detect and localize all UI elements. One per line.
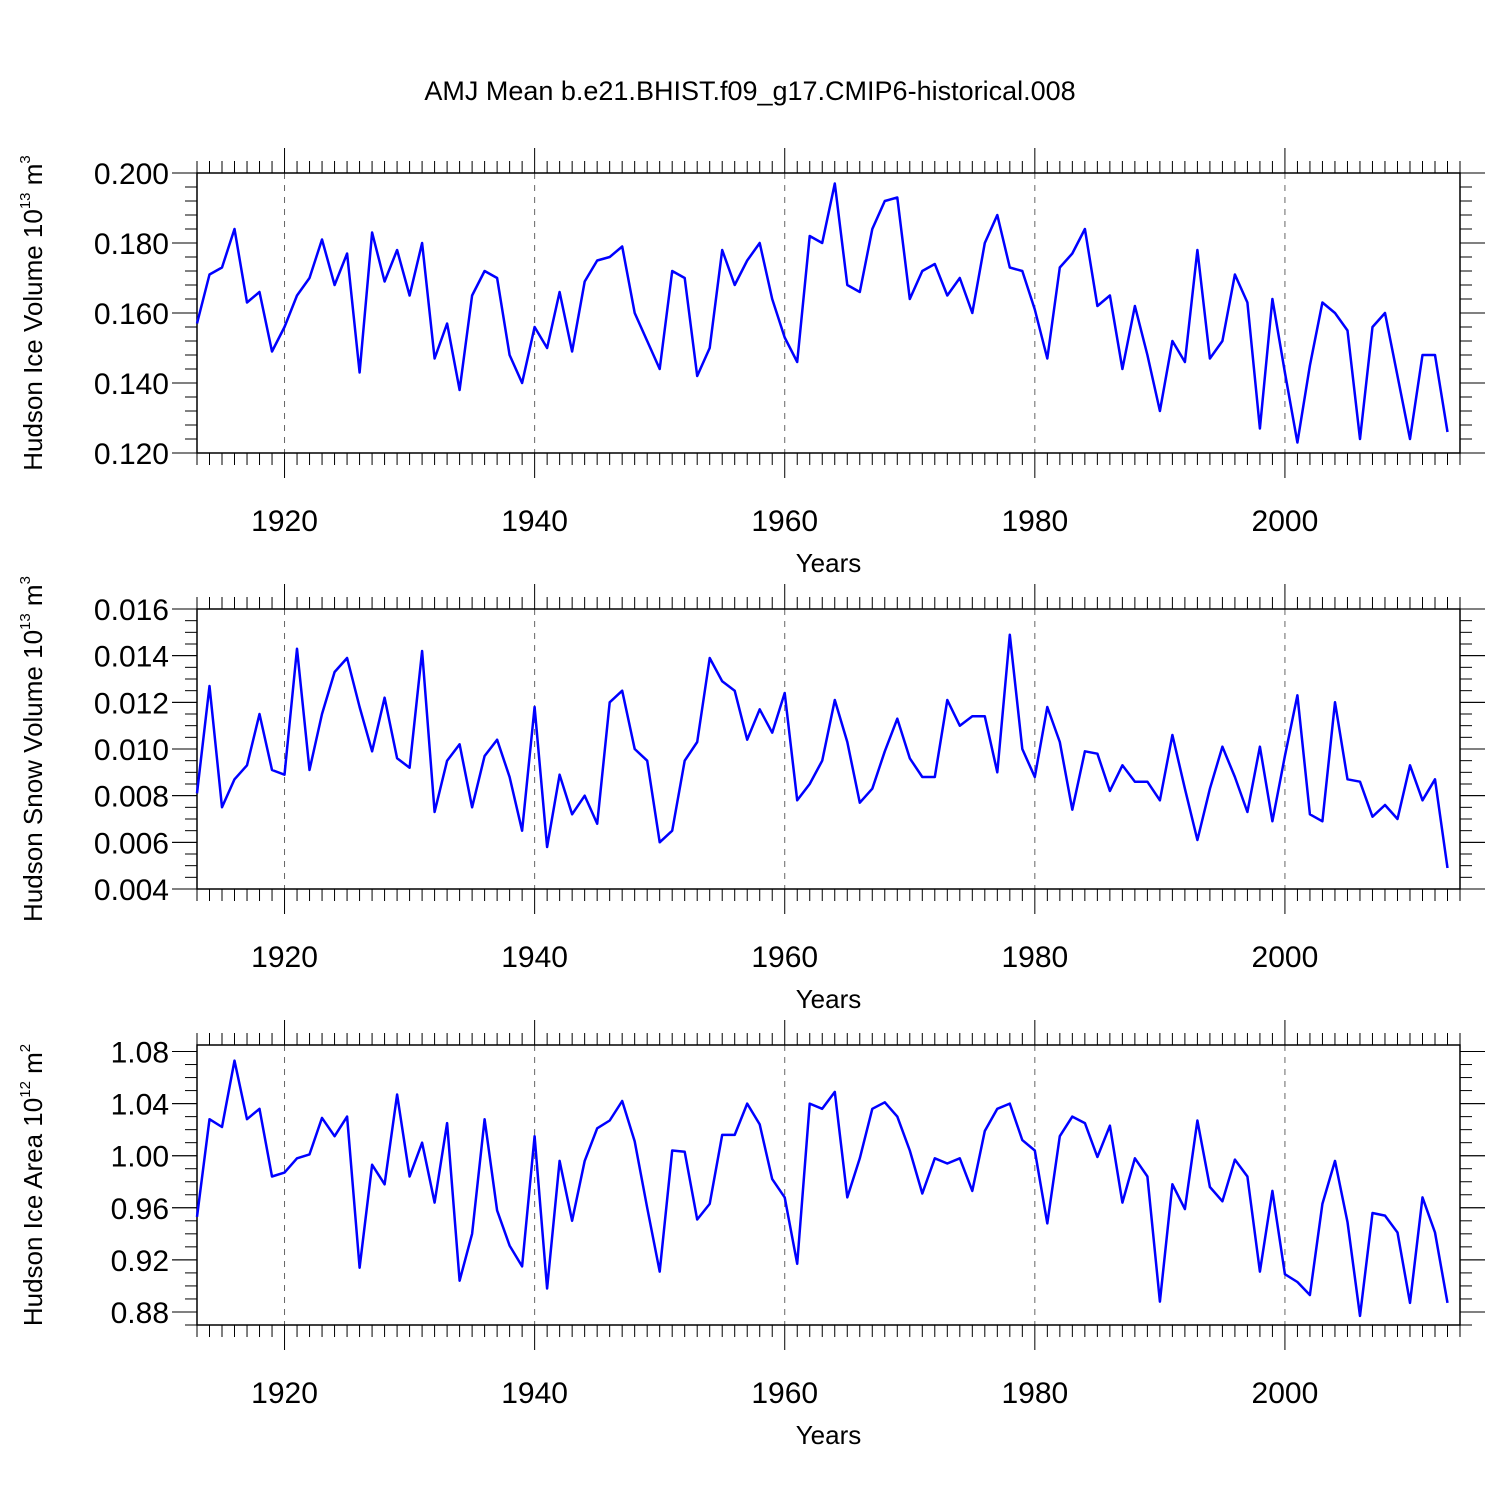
- ice-volume-y-axis-label: Hudson Ice Volume 1013 m3: [17, 155, 48, 471]
- snow-volume-series-line: [195, 633, 1449, 869]
- ice-volume-y-label-exponent: 13: [17, 192, 34, 209]
- ice-area-y-tick-label: 0.92: [111, 1245, 169, 1278]
- snow-volume-y-label-unit-exponent: 3: [17, 576, 34, 584]
- snow-volume-y-axis-label: Hudson Snow Volume 1013 m3: [17, 576, 48, 922]
- ice-area-x-tick-label: 1940: [501, 1377, 568, 1410]
- ice-area-y-axis-label: Hudson Ice Area 1012 m2: [17, 1044, 48, 1326]
- snow-volume-y-tick-label: 0.010: [94, 734, 169, 767]
- ice-volume-y-tick-label: 0.180: [94, 228, 169, 261]
- ice-area-x-axis-label: Years: [796, 1420, 862, 1450]
- snow-volume-plot-frame: [196, 608, 1461, 890]
- snow-volume-x-tick-label: 2000: [1252, 941, 1319, 974]
- snow-volume-y-tick-label: 0.016: [94, 594, 169, 627]
- ice-volume-x-tick-label: 1940: [501, 505, 568, 538]
- ice-volume-y-label-unit: m: [18, 164, 48, 193]
- ice-area-x-tick-label: 2000: [1252, 1377, 1319, 1410]
- ice-area-y-label-exponent: 12: [17, 1081, 34, 1098]
- chart-title: AMJ Mean b.e21.BHIST.f09_g17.CMIP6-histo…: [424, 76, 1075, 106]
- ice-volume-y-tick-label: 0.140: [94, 368, 169, 401]
- ice-area-y-tick-label: 0.96: [111, 1193, 169, 1226]
- snow-volume-x-tick-label: 1980: [1001, 941, 1068, 974]
- ice-area-y-label-unit: m: [18, 1052, 48, 1081]
- ice-volume-y-label-unit-exponent: 3: [17, 155, 34, 163]
- ice-area-panel: 0.88 0.92 0.96 1.00 1.04 1.08 1920 1940 1960 1980…: [17, 1020, 1485, 1450]
- ice-area-plot-frame: [196, 1044, 1461, 1326]
- ice-area-series-line: [195, 1059, 1449, 1318]
- ice-area-x-tick-label: 1960: [751, 1377, 818, 1410]
- snow-volume-y-label-main: Hudson Snow Volume 10: [18, 630, 48, 922]
- snow-volume-x-axis-label: Years: [796, 984, 862, 1014]
- ice-volume-x-tick-label: 1960: [751, 505, 818, 538]
- ice-area-x-tick-label: 1980: [1001, 1377, 1068, 1410]
- ice-volume-y-tick-label: 0.120: [94, 438, 169, 471]
- snow-volume-panel: 0.004 0.006 0.008 0.010 0.012 0.014 0.016 1920 1…: [17, 576, 1485, 1014]
- snow-volume-x-tick-label: 1920: [251, 941, 318, 974]
- ice-area-y-label-main: Hudson Ice Area 10: [18, 1098, 48, 1326]
- snow-volume-y-label-exponent: 13: [17, 613, 34, 630]
- ice-volume-x-axis-label: Years: [796, 548, 862, 578]
- snow-volume-y-tick-label: 0.012: [94, 687, 169, 720]
- snow-volume-y-tick-label: 0.004: [94, 874, 169, 907]
- ice-volume-y-tick-label: 0.160: [94, 298, 169, 331]
- ice-area-y-tick-label: 1.04: [111, 1089, 169, 1122]
- ice-volume-y-label-main: Hudson Ice Volume 10: [18, 209, 48, 471]
- ice-area-y-tick-label: 1.00: [111, 1141, 169, 1174]
- ice-area-x-tick-label: 1920: [251, 1377, 318, 1410]
- ice-area-y-tick-label: 0.88: [111, 1297, 169, 1330]
- ice-volume-x-tick-label: 1980: [1001, 505, 1068, 538]
- snow-volume-x-tick-label: 1960: [751, 941, 818, 974]
- ice-area-y-tick-label: 1.08: [111, 1037, 169, 1070]
- ice-volume-panel: 0.120 0.140 0.160 0.180 0.200 1920 1940 1960 198…: [17, 148, 1485, 578]
- ice-volume-x-tick-label: 2000: [1252, 505, 1319, 538]
- ice-volume-x-tick-label: 1920: [251, 505, 318, 538]
- ice-volume-series-line: [195, 182, 1449, 444]
- snow-volume-x-tick-label: 1940: [501, 941, 568, 974]
- snow-volume-y-tick-label: 0.006: [94, 827, 169, 860]
- snow-volume-y-tick-label: 0.014: [94, 641, 169, 674]
- ice-area-y-label-unit-exponent: 2: [17, 1044, 34, 1052]
- snow-volume-y-tick-label: 0.008: [94, 781, 169, 814]
- snow-volume-y-label-unit: m: [18, 584, 48, 613]
- ice-volume-y-tick-label: 0.200: [94, 158, 169, 191]
